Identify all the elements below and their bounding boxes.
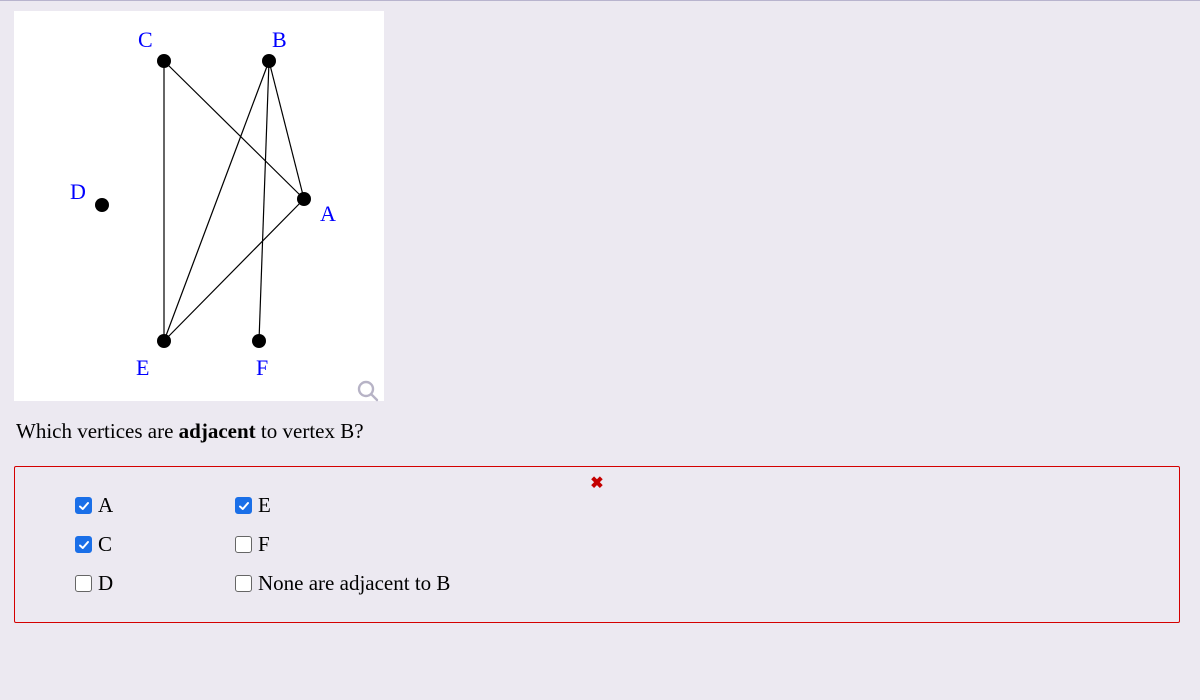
option-E[interactable]: E xyxy=(235,493,1119,518)
edge-A-E xyxy=(164,199,304,341)
question-text: Which vertices are adjacent to vertex B? xyxy=(16,419,1186,444)
edge-B-E xyxy=(164,61,269,341)
option-label-None: None are adjacent to B xyxy=(258,571,450,596)
node-label-C: C xyxy=(138,27,153,53)
node-A xyxy=(297,192,311,206)
node-label-A: A xyxy=(320,201,336,227)
checkbox-A[interactable] xyxy=(75,497,92,514)
node-B xyxy=(262,54,276,68)
question-suffix: to vertex B? xyxy=(256,419,364,443)
incorrect-icon: ✖ xyxy=(590,473,603,493)
checkbox-None[interactable] xyxy=(235,575,252,592)
magnify-icon[interactable] xyxy=(356,379,380,409)
question-page: ABCDEF Which vertices are adjacent to ve… xyxy=(0,0,1200,700)
option-label-A: A xyxy=(98,493,113,518)
graph-panel: A B C D E F xyxy=(14,11,384,401)
node-label-D: D xyxy=(70,179,86,205)
node-label-E: E xyxy=(136,355,149,381)
node-label-F: F xyxy=(256,355,268,381)
checkbox-E[interactable] xyxy=(235,497,252,514)
checkbox-F[interactable] xyxy=(235,536,252,553)
node-F xyxy=(252,334,266,348)
node-C xyxy=(157,54,171,68)
node-E xyxy=(157,334,171,348)
node-label-B: B xyxy=(272,27,287,53)
question-bold: adjacent xyxy=(179,419,256,443)
checkbox-C[interactable] xyxy=(75,536,92,553)
option-label-E: E xyxy=(258,493,271,518)
options-grid: A E C F D None are adjacent to B xyxy=(75,493,1119,596)
option-C[interactable]: C xyxy=(75,532,235,557)
edge-C-A xyxy=(164,61,304,199)
option-label-F: F xyxy=(258,532,270,557)
question-prefix: Which vertices are xyxy=(16,419,179,443)
option-F[interactable]: F xyxy=(235,532,1119,557)
edge-B-A xyxy=(269,61,304,199)
edge-B-F xyxy=(259,61,269,341)
node-D xyxy=(95,198,109,212)
answer-box: ✖ A E C F D None are adjacent to B xyxy=(14,466,1180,623)
checkbox-D[interactable] xyxy=(75,575,92,592)
option-D[interactable]: D xyxy=(75,571,235,596)
option-None[interactable]: None are adjacent to B xyxy=(235,571,1119,596)
option-label-D: D xyxy=(98,571,113,596)
option-A[interactable]: A xyxy=(75,493,235,518)
option-label-C: C xyxy=(98,532,112,557)
